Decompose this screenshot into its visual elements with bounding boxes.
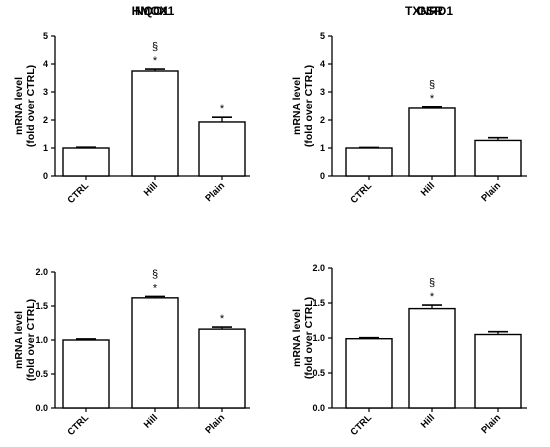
chart-title: NQO1 xyxy=(135,4,169,18)
significance-section-mark: § xyxy=(152,268,158,280)
bar-hill xyxy=(408,307,456,409)
x-tick-label: CTRL xyxy=(65,412,91,438)
y-tick-label: 1.5 xyxy=(312,298,325,308)
significance-asterisk: * xyxy=(430,291,435,303)
y-tick-label: 0.5 xyxy=(312,368,325,378)
y-tick-label: 0.5 xyxy=(35,369,48,379)
bar-hill xyxy=(131,70,179,177)
x-tick-label: Plain xyxy=(203,412,227,436)
y-tick-label: 5 xyxy=(320,31,325,41)
y-tick-label: 4 xyxy=(320,59,325,69)
x-tick-label: Hill xyxy=(142,180,160,198)
y-tick-label: 2.0 xyxy=(312,263,325,273)
y-tick-label: 1.0 xyxy=(35,335,48,345)
y-axis-label: mRNA level xyxy=(13,77,25,135)
x-tick-label: CTRL xyxy=(348,412,374,438)
panel-hmox1: HMOX1 mRNA level (fold over CTRL) 0 1 2 3 4 5 CTR… xyxy=(13,4,250,206)
x-tick-label: Plain xyxy=(479,412,503,436)
y-axis-label: (fold over CTRL) xyxy=(303,297,315,379)
y-axis-label: mRNA level xyxy=(291,77,303,135)
significance-asterisk: * xyxy=(430,93,435,105)
x-tick-label: Plain xyxy=(479,180,503,204)
significance-section-mark: § xyxy=(152,41,158,53)
x-tick-label: Hill xyxy=(142,412,160,430)
bar-ctrl xyxy=(62,339,110,409)
bar-plain xyxy=(198,328,246,409)
significance-asterisk: * xyxy=(220,103,225,115)
y-tick-label: 1 xyxy=(320,143,325,153)
significance-asterisk: * xyxy=(153,282,158,294)
significance-section-mark: § xyxy=(429,79,435,91)
y-tick-label: 0 xyxy=(43,171,48,181)
y-tick-label: 3 xyxy=(43,87,48,97)
significance-asterisk: * xyxy=(153,55,158,67)
bar-hill xyxy=(131,297,179,409)
y-tick-label: 4 xyxy=(43,59,48,69)
y-axis-label: (fold over CTRL) xyxy=(303,65,315,147)
y-tick-label: 0.0 xyxy=(35,403,48,413)
bar-plain xyxy=(474,139,522,177)
bar-ctrl xyxy=(345,147,393,177)
y-axis-label: (fold over CTRL) xyxy=(25,299,37,381)
bar-ctrl xyxy=(345,338,393,409)
y-tick-label: 2 xyxy=(43,115,48,125)
y-axis-label: mRNA level xyxy=(291,309,303,367)
y-tick-label: 2 xyxy=(320,115,325,125)
bar-hill xyxy=(408,107,456,177)
y-axis-label: mRNA level xyxy=(13,311,25,369)
x-tick-label: Hill xyxy=(419,180,437,198)
y-tick-label: 1 xyxy=(43,143,48,153)
bar-plain xyxy=(198,121,246,177)
y-tick-label: 0.0 xyxy=(312,403,325,413)
chart-title: HMOX1 xyxy=(132,4,175,18)
chart-title: GSR xyxy=(417,4,443,18)
chart-title: TXNRD1 xyxy=(405,4,453,18)
x-tick-label: Hill xyxy=(419,412,437,430)
significance-asterisk: * xyxy=(220,313,225,325)
x-tick-label: CTRL xyxy=(65,180,91,206)
y-tick-label: 5 xyxy=(43,31,48,41)
y-tick-label: 2.0 xyxy=(35,267,48,277)
y-tick-label: 1.5 xyxy=(35,301,48,311)
y-axis-label: (fold over CTRL) xyxy=(25,65,37,147)
y-tick-label: 1.0 xyxy=(312,333,325,343)
y-tick-label: 3 xyxy=(320,87,325,97)
x-tick-label: CTRL xyxy=(348,180,374,206)
y-tick-label: 0 xyxy=(320,171,325,181)
x-tick-label: Plain xyxy=(203,180,227,204)
panel-txnrd1: TXNRD1 mRNA level (fold over CTRL) 0 1 2 3 4 5 CT… xyxy=(291,4,527,206)
bar-plain xyxy=(474,333,522,409)
significance-section-mark: § xyxy=(429,277,435,289)
bar-ctrl xyxy=(62,147,110,177)
